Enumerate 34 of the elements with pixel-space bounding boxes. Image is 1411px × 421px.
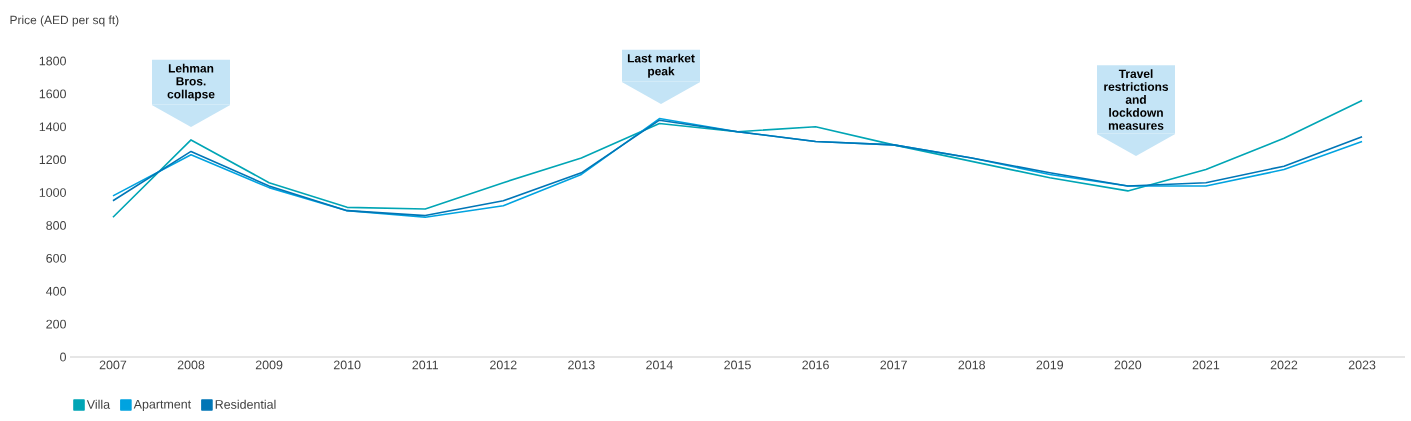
legend-label: Apartment: [133, 399, 192, 412]
x-tick-label: 2016: [802, 360, 829, 370]
y-tick-label: 800: [46, 221, 66, 230]
y-tick-label: 400: [45, 286, 66, 296]
annotation: Last market peak: [627, 53, 695, 78]
y-axis-title: Price (AED per sq ft): [10, 15, 119, 27]
x-tick-label: 2017: [880, 360, 907, 370]
annotation: Lehman Bros. collapse: [167, 63, 215, 101]
y-tick-label: 1200: [39, 155, 66, 165]
x-tick-label: 2009: [255, 360, 283, 370]
y-tick-label: 1000: [39, 188, 66, 197]
y-tick-label: 1600: [39, 89, 66, 99]
legend-label: Residential: [215, 399, 276, 409]
x-tick-label: 2021: [1192, 360, 1220, 370]
x-tick-label: 2014: [646, 360, 673, 370]
y-tick-label: 1400: [39, 122, 66, 132]
x-tick-label: 2023: [1348, 360, 1376, 370]
legend-label: Villa: [86, 399, 111, 409]
x-tick-label: 2010: [333, 360, 361, 370]
x-tick-label: 2020: [1114, 360, 1142, 370]
y-tick-label: 0: [60, 352, 66, 362]
y-tick-label: 600: [46, 253, 66, 263]
y-tick-label: 1800: [39, 56, 66, 66]
x-tick-label: 2012: [490, 360, 517, 370]
x-tick-label: 2013: [568, 360, 595, 370]
annotation: Travel restrictions and lockdown measures: [1104, 69, 1169, 130]
x-tick-label: 2019: [1036, 360, 1064, 370]
y-tick-label: 200: [46, 319, 66, 329]
x-tick-label: 2015: [724, 360, 751, 370]
x-tick-label: 2018: [958, 360, 986, 370]
x-tick-label: 2022: [1270, 360, 1298, 370]
x-tick-label: 2007: [99, 360, 127, 370]
x-tick-label: 2008: [177, 360, 205, 370]
x-tick-label: 2011: [412, 360, 438, 370]
